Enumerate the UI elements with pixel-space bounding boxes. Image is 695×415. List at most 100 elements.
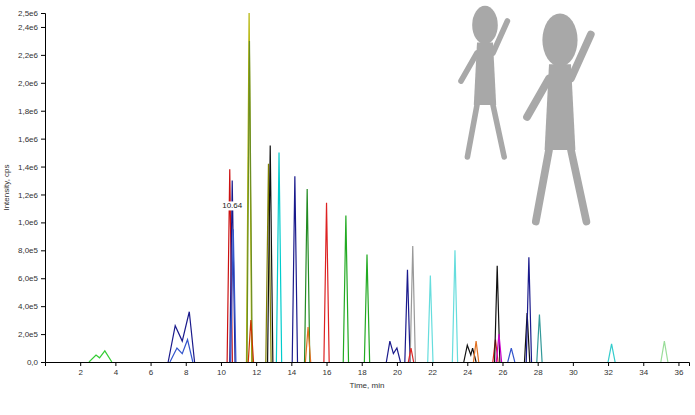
x-tick-mark <box>80 362 81 366</box>
y-tick-mark <box>41 111 45 112</box>
peak-trace <box>386 341 400 362</box>
peak-trace <box>343 215 348 362</box>
y-tick-mark <box>41 139 45 140</box>
y-tick-mark <box>41 278 45 279</box>
peak-trace <box>364 255 369 362</box>
y-tick-mark <box>41 27 45 28</box>
y-tick-mark <box>41 83 45 84</box>
x-tick-mark <box>362 362 363 366</box>
x-tick-mark <box>221 362 222 366</box>
y-tick-label: 2,0e6 <box>18 79 39 88</box>
peak-trace <box>405 270 410 362</box>
y-tick: 1,6e6 <box>18 135 45 144</box>
x-tick: 22 <box>428 362 437 377</box>
x-tick-label: 6 <box>149 368 154 377</box>
peak-trace <box>247 41 252 362</box>
x-tick: 4 <box>114 362 119 377</box>
y-tick: 0,0 <box>27 358 45 367</box>
x-tick-label: 4 <box>114 368 119 377</box>
x-tick: 6 <box>149 362 154 377</box>
cartoon-head <box>472 6 498 44</box>
x-tick-label: 32 <box>604 368 613 377</box>
peak-trace <box>537 315 542 362</box>
y-tick: 2,4e6 <box>18 23 45 32</box>
y-tick: 6,0e5 <box>18 274 45 283</box>
x-tick: 34 <box>639 362 648 377</box>
x-tick-mark <box>291 362 292 366</box>
y-tick-label: 1,6e6 <box>18 135 39 144</box>
peak-trace <box>473 341 478 362</box>
y-tick: 4,0e5 <box>18 302 45 311</box>
x-tick-label: 2 <box>78 368 83 377</box>
y-tick-label: 2,2e6 <box>18 51 39 60</box>
peak-trace <box>305 327 310 362</box>
y-tick: 1,0e6 <box>18 218 45 227</box>
y-tick-mark <box>41 250 45 251</box>
y-tick-label: 4,0e5 <box>18 302 39 311</box>
x-axis-title: Time, min <box>350 381 385 390</box>
cartoon <box>461 6 591 222</box>
peak-trace <box>452 250 457 362</box>
x-tick: 18 <box>358 362 367 377</box>
y-tick-label: 2,0e5 <box>18 330 39 339</box>
peak-trace <box>276 153 281 362</box>
y-tick-label: 1,2e6 <box>18 191 39 200</box>
x-axis: 24681012141618202224262830323436 <box>46 362 690 377</box>
annotation-background <box>221 201 244 210</box>
x-tick-mark <box>327 362 328 366</box>
x-tick: 36 <box>674 362 683 377</box>
x-tick: 8 <box>184 362 189 377</box>
x-tick: 2 <box>78 362 83 377</box>
x-tick: 32 <box>604 362 613 377</box>
peak-trace <box>428 275 433 362</box>
x-tick-label: 36 <box>674 368 683 377</box>
y-tick: 2,2e6 <box>18 51 45 60</box>
y-axis: 0,02,0e54,0e56,0e58,0e51,0e61,2e61,4e61,… <box>18 9 46 367</box>
x-tick: 10 <box>217 362 226 377</box>
x-tick-mark <box>608 362 609 366</box>
x-tick-mark <box>115 362 116 366</box>
y-tick-mark <box>41 334 45 335</box>
annotation: 10.64 <box>221 201 244 210</box>
x-tick-mark <box>151 362 152 366</box>
peak-trace <box>508 348 515 362</box>
y-tick: 2,0e5 <box>18 330 45 339</box>
x-tick-label: 14 <box>287 368 296 377</box>
x-tick-label: 34 <box>639 368 648 377</box>
x-tick-mark <box>502 362 503 366</box>
x-tick-label: 26 <box>499 368 508 377</box>
y-tick-label: 1,0e6 <box>18 218 39 227</box>
annotation-label: 10.64 <box>222 201 243 210</box>
peak-trace <box>268 146 273 362</box>
cartoon-limbs <box>527 35 591 222</box>
chart: 246810121416182022242628303234360,02,0e5… <box>0 0 695 415</box>
y-tick-label: 1,4e6 <box>18 163 39 172</box>
x-tick-label: 22 <box>428 368 437 377</box>
peak-trace <box>170 340 193 362</box>
x-tick-label: 18 <box>358 368 367 377</box>
x-axis-line <box>46 363 690 367</box>
x-tick-label: 24 <box>463 368 472 377</box>
x-tick-label: 8 <box>184 368 189 377</box>
x-tick-label: 20 <box>393 368 402 377</box>
x-tick: 28 <box>534 362 543 377</box>
peak-trace <box>661 341 668 362</box>
y-tick-mark <box>41 362 45 363</box>
y-tick-label: 2,5e6 <box>18 9 39 18</box>
peak-trace <box>168 312 194 362</box>
peak-trace <box>608 344 615 362</box>
y-tick-mark <box>41 222 45 223</box>
y-tick-label: 1,8e6 <box>18 107 39 116</box>
cartoon-limbs <box>461 21 507 157</box>
x-tick-mark <box>643 362 644 366</box>
y-tick: 2,0e6 <box>18 79 45 88</box>
y-tick: 1,8e6 <box>18 107 45 116</box>
y-tick: 1,4e6 <box>18 163 45 172</box>
x-tick: 16 <box>323 362 332 377</box>
x-tick-mark <box>678 362 679 366</box>
x-tick-mark <box>538 362 539 366</box>
x-tick-label: 28 <box>534 368 543 377</box>
y-tick: 2,5e6 <box>18 9 45 18</box>
y-tick-label: 0,0 <box>27 358 39 367</box>
x-tick-label: 10 <box>217 368 226 377</box>
